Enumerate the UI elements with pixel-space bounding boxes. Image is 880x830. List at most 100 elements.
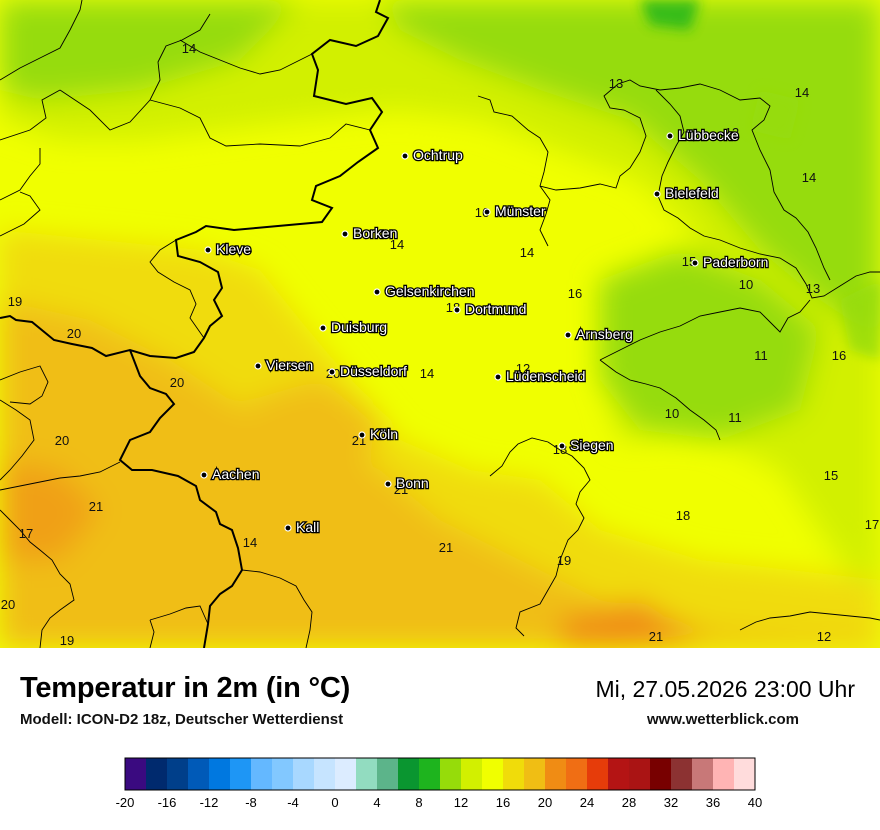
temperature-value: 12 bbox=[817, 629, 831, 644]
scale-color-box bbox=[524, 758, 545, 790]
city-marker: Siegen bbox=[558, 436, 615, 454]
temperature-field bbox=[0, 0, 880, 648]
temperature-value: 21 bbox=[439, 540, 453, 555]
scale-tick-label: 12 bbox=[454, 795, 468, 810]
scale-color-box bbox=[629, 758, 650, 790]
city-marker: Lüdenscheid bbox=[494, 367, 587, 385]
temperature-value: 14 bbox=[520, 245, 534, 260]
scale-color-box bbox=[335, 758, 356, 790]
value-labels: 1413141314161414151013191816201211162014… bbox=[1, 41, 879, 648]
city-dot bbox=[358, 431, 366, 439]
city-dot bbox=[453, 306, 461, 314]
scale-tick-label: -20 bbox=[116, 795, 135, 810]
city-dot bbox=[483, 208, 491, 216]
border-lines bbox=[0, 0, 880, 648]
temperature-value: 16 bbox=[832, 348, 846, 363]
temperature-value: 20 bbox=[67, 326, 81, 341]
city-markers: Lübbecke Ochtrup Bielefeld Münster Borken Kle… bbox=[200, 126, 770, 536]
scale-color-box bbox=[188, 758, 209, 790]
scale-color-box bbox=[671, 758, 692, 790]
temperature-value: 14 bbox=[243, 535, 257, 550]
city-marker: Bielefeld bbox=[653, 184, 720, 202]
temperature-value: 19 bbox=[8, 294, 22, 309]
scale-color-box bbox=[650, 758, 671, 790]
scale-color-box bbox=[272, 758, 293, 790]
scale-color-box bbox=[209, 758, 230, 790]
city-marker: Borken bbox=[341, 224, 399, 242]
scale-tick-label: 36 bbox=[706, 795, 720, 810]
temperature-value: 14 bbox=[420, 366, 434, 381]
scale-tick-label: -12 bbox=[200, 795, 219, 810]
city-dot bbox=[666, 132, 674, 140]
scale-tick-label: 40 bbox=[748, 795, 762, 810]
city-label: Arnsberg bbox=[576, 326, 633, 342]
scale-color-box bbox=[461, 758, 482, 790]
city-dot bbox=[384, 480, 392, 488]
city-label: Ochtrup bbox=[413, 147, 463, 163]
map-canvas: 1413141314161414151013191816201211162014… bbox=[0, 0, 880, 648]
city-marker: Kall bbox=[284, 518, 321, 536]
city-marker: Gelsenkirchen bbox=[373, 282, 476, 300]
city-marker: Lübbecke bbox=[666, 126, 740, 144]
city-marker: Bonn bbox=[384, 474, 430, 492]
scale-outline bbox=[124, 757, 756, 791]
city-dot bbox=[328, 368, 336, 376]
scale-color-box bbox=[419, 758, 440, 790]
city-label: Kall bbox=[296, 519, 319, 535]
city-dot bbox=[319, 324, 327, 332]
city-dot bbox=[401, 152, 409, 160]
city-marker: Aachen bbox=[200, 465, 261, 483]
city-dot bbox=[558, 442, 566, 450]
city-label: Lüdenscheid bbox=[506, 368, 585, 384]
city-marker: Düsseldorf bbox=[328, 362, 408, 380]
scale-color-box bbox=[608, 758, 629, 790]
city-dot bbox=[254, 362, 262, 370]
city-marker: Viersen bbox=[254, 356, 315, 374]
temperature-map: 1413141314161414151013191816201211162014… bbox=[0, 0, 880, 648]
city-marker: Duisburg bbox=[319, 318, 388, 336]
temperature-value: 14 bbox=[390, 237, 404, 252]
temperature-value: 14 bbox=[802, 170, 816, 185]
city-label: Borken bbox=[353, 225, 397, 241]
scale-color-box bbox=[713, 758, 734, 790]
color-scale-ticks: -20 -16 -12 -8 -4 0 4 8 12 16 20 24 28 32 36 40 bbox=[116, 795, 763, 810]
scale-color-box bbox=[566, 758, 587, 790]
model-source: Modell: ICON-D2 18z, Deutscher Wetterdie… bbox=[20, 711, 344, 728]
scale-tick-label: -8 bbox=[245, 795, 257, 810]
scale-tick-label: 24 bbox=[580, 795, 594, 810]
city-label: Viersen bbox=[266, 357, 313, 373]
scale-tick-label: 8 bbox=[415, 795, 422, 810]
scale-color-box bbox=[377, 758, 398, 790]
website-link[interactable]: www.wetterblick.com bbox=[647, 711, 799, 728]
temperature-value: 11 bbox=[728, 410, 742, 425]
scale-tick-label: 0 bbox=[331, 795, 338, 810]
scale-tick-label: 4 bbox=[373, 795, 380, 810]
temperature-value: 18 bbox=[676, 508, 690, 523]
map-title: Temperatur in 2m (in °C) bbox=[20, 672, 351, 704]
scale-tick-label: 32 bbox=[664, 795, 678, 810]
city-label: Siegen bbox=[570, 437, 614, 453]
city-label: Lübbecke bbox=[678, 127, 739, 143]
city-dot bbox=[653, 190, 661, 198]
temperature-value: 13 bbox=[806, 281, 820, 296]
city-label: Münster bbox=[495, 203, 546, 219]
temperature-value: 19 bbox=[557, 553, 571, 568]
temperature-value: 21 bbox=[394, 482, 408, 497]
scale-color-box bbox=[356, 758, 377, 790]
city-label: Düsseldorf bbox=[340, 363, 407, 379]
temperature-value: 15 bbox=[824, 468, 838, 483]
temperature-value: 14 bbox=[795, 85, 809, 100]
scale-tick-label: -4 bbox=[287, 795, 299, 810]
city-dot bbox=[200, 471, 208, 479]
city-dot bbox=[373, 288, 381, 296]
temperature-value: 11 bbox=[754, 348, 768, 363]
city-label: Kleve bbox=[216, 241, 251, 257]
temperature-value: 16 bbox=[568, 286, 582, 301]
scale-color-box bbox=[482, 758, 503, 790]
temperature-value: 14 bbox=[182, 41, 196, 56]
scale-color-box bbox=[293, 758, 314, 790]
temperature-value: 13 bbox=[725, 125, 739, 140]
color-scale-boxes bbox=[124, 757, 756, 791]
temperature-value: 19 bbox=[60, 633, 74, 648]
city-marker: Arnsberg bbox=[564, 325, 634, 343]
